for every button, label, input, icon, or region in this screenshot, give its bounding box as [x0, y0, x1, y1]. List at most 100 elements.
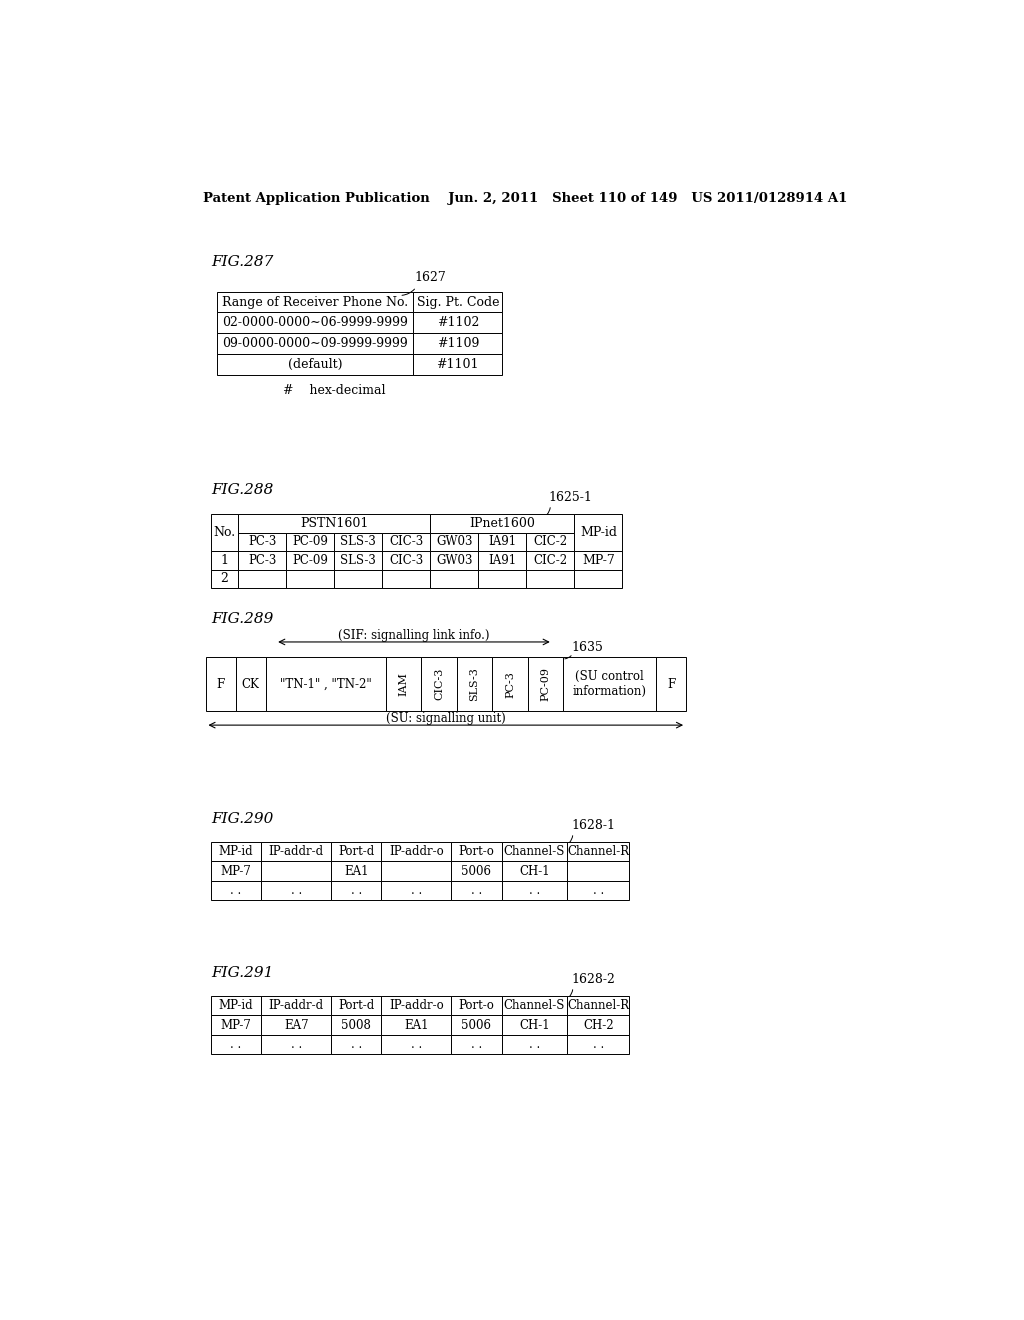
Bar: [381, 842, 452, 862]
Bar: [563, 657, 656, 711]
Bar: [502, 1015, 567, 1035]
Text: PSTN1601: PSTN1601: [300, 517, 369, 529]
Text: (SU control
information): (SU control information): [572, 671, 646, 698]
Text: 1625-1: 1625-1: [549, 491, 593, 504]
Text: CIC-3: CIC-3: [434, 668, 444, 701]
Text: CH-1: CH-1: [519, 865, 550, 878]
Bar: [574, 552, 623, 570]
Bar: [478, 570, 526, 589]
Bar: [261, 842, 331, 862]
Text: MP-id: MP-id: [219, 999, 253, 1012]
Bar: [211, 842, 261, 862]
Bar: [382, 533, 430, 552]
Text: Port-d: Port-d: [338, 845, 375, 858]
Text: PC-09: PC-09: [292, 554, 328, 566]
Text: CH-1: CH-1: [519, 1019, 550, 1031]
Text: PC-3: PC-3: [248, 536, 276, 548]
Bar: [567, 997, 630, 1015]
Bar: [261, 862, 331, 880]
Text: GW03: GW03: [436, 536, 472, 548]
Text: IPnet1600: IPnet1600: [469, 517, 536, 529]
Bar: [526, 533, 574, 552]
Text: F: F: [216, 677, 224, 690]
Text: SLS-3: SLS-3: [340, 554, 376, 566]
Bar: [567, 1035, 630, 1053]
Bar: [265, 657, 386, 711]
Text: #    hex-decimal: # hex-decimal: [283, 384, 385, 397]
Bar: [238, 533, 286, 552]
Bar: [331, 862, 381, 880]
Bar: [452, 997, 502, 1015]
Text: 09-0000-0000∼09-9999-9999: 09-0000-0000∼09-9999-9999: [222, 337, 408, 350]
Bar: [574, 515, 623, 552]
Bar: [430, 533, 478, 552]
Bar: [527, 657, 563, 711]
Text: . .: . .: [593, 1038, 604, 1051]
Text: (SU: signalling unit): (SU: signalling unit): [386, 711, 506, 725]
Text: EA1: EA1: [344, 865, 369, 878]
Text: Channel-S: Channel-S: [504, 999, 565, 1012]
Bar: [381, 1035, 452, 1053]
Bar: [331, 842, 381, 862]
Text: PC-3: PC-3: [505, 671, 515, 698]
Text: SLS-3: SLS-3: [340, 536, 376, 548]
Text: FIG.287: FIG.287: [211, 255, 273, 269]
Text: PC-09: PC-09: [541, 668, 550, 701]
Bar: [211, 552, 238, 570]
Text: EA1: EA1: [404, 1019, 429, 1031]
Bar: [206, 657, 236, 711]
Text: "TN-1" , "TN-2": "TN-1" , "TN-2": [280, 677, 372, 690]
Text: Sig. Pt. Code: Sig. Pt. Code: [417, 296, 499, 309]
Bar: [331, 880, 381, 900]
Text: . .: . .: [528, 1038, 540, 1051]
Bar: [502, 842, 567, 862]
Bar: [211, 997, 261, 1015]
Text: 1628-1: 1628-1: [571, 818, 615, 832]
Text: Port-o: Port-o: [459, 845, 495, 858]
Bar: [261, 1015, 331, 1035]
Bar: [452, 880, 502, 900]
Text: MP-7: MP-7: [221, 865, 252, 878]
Bar: [334, 570, 382, 589]
Bar: [567, 880, 630, 900]
Bar: [211, 880, 261, 900]
Text: #1101: #1101: [436, 358, 479, 371]
Bar: [381, 880, 452, 900]
Bar: [382, 552, 430, 570]
Text: (SIF: signalling link info.): (SIF: signalling link info.): [338, 628, 489, 642]
Bar: [331, 1035, 381, 1053]
Bar: [421, 657, 457, 711]
Text: Channel-S: Channel-S: [504, 845, 565, 858]
Text: MP-id: MP-id: [580, 527, 616, 539]
Text: CIC-2: CIC-2: [534, 554, 567, 566]
Text: . .: . .: [291, 884, 302, 896]
Text: 1635: 1635: [571, 640, 603, 653]
Bar: [286, 552, 334, 570]
Bar: [414, 313, 503, 333]
Text: CIC-3: CIC-3: [389, 536, 423, 548]
Bar: [211, 570, 238, 589]
Bar: [331, 997, 381, 1015]
Bar: [211, 1035, 261, 1053]
Text: No.: No.: [213, 527, 236, 539]
Text: Port-d: Port-d: [338, 999, 375, 1012]
Bar: [334, 552, 382, 570]
Text: SLS-3: SLS-3: [469, 668, 479, 701]
Text: CIC-3: CIC-3: [389, 554, 423, 566]
Text: . .: . .: [471, 884, 482, 896]
Text: . .: . .: [350, 884, 361, 896]
Text: #1109: #1109: [436, 337, 479, 350]
Bar: [457, 657, 493, 711]
Bar: [452, 842, 502, 862]
Bar: [217, 313, 414, 333]
Bar: [382, 570, 430, 589]
Text: . .: . .: [411, 1038, 422, 1051]
Bar: [567, 862, 630, 880]
Bar: [430, 515, 574, 533]
Text: F: F: [667, 677, 675, 690]
Text: . .: . .: [528, 884, 540, 896]
Bar: [430, 570, 478, 589]
Text: IP-addr-d: IP-addr-d: [268, 999, 324, 1012]
Text: 2: 2: [220, 573, 228, 585]
Text: 02-0000-0000∼06-9999-9999: 02-0000-0000∼06-9999-9999: [222, 317, 409, 329]
